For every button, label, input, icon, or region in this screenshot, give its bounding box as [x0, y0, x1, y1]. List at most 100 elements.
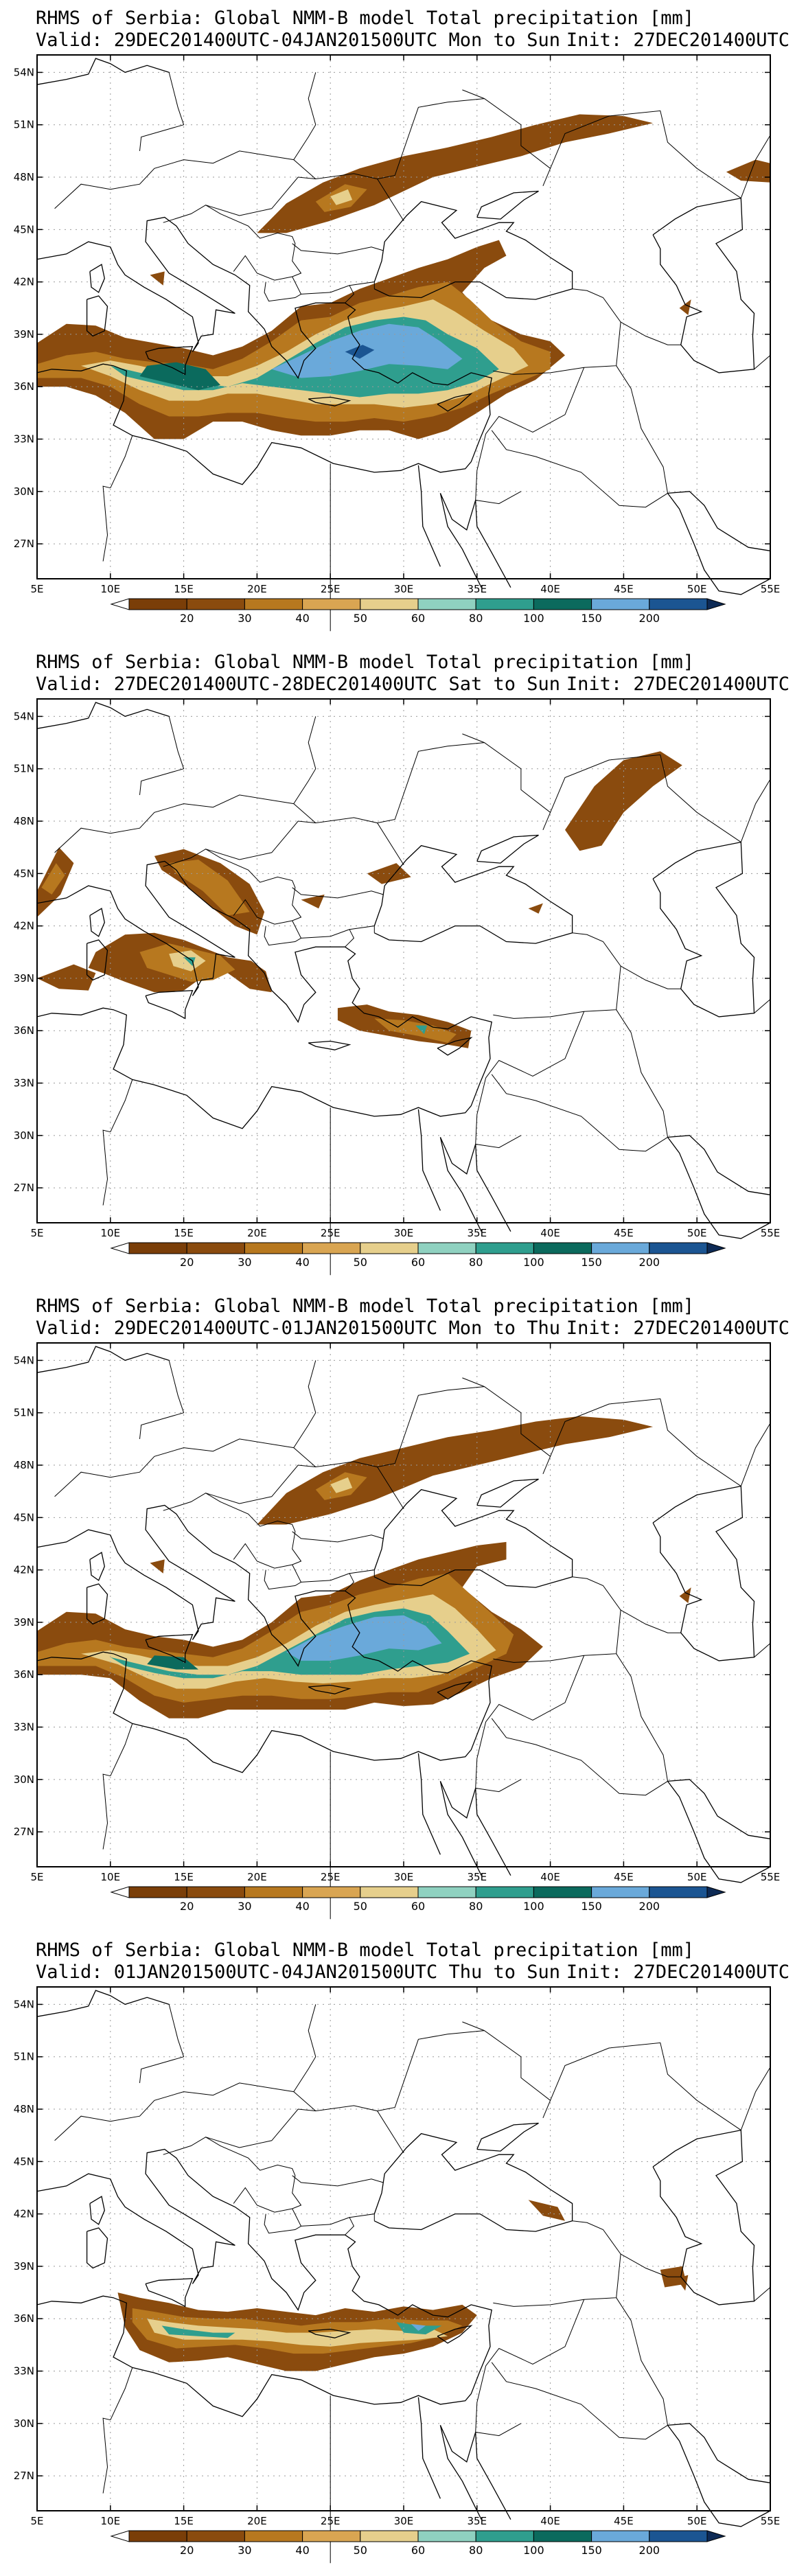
country-border	[485, 1011, 585, 1079]
country-border	[620, 965, 681, 989]
coastline	[437, 1681, 473, 1700]
lon-tick-label: 50E	[687, 1871, 707, 1883]
coastline	[86, 2227, 108, 2269]
coastline	[36, 58, 170, 85]
lon-tick-label: 40E	[540, 2515, 560, 2527]
lat-tick-label: 27N	[14, 1182, 34, 1194]
country-border	[550, 2042, 741, 2131]
lon-tick-label: 5E	[30, 583, 43, 595]
coastline	[667, 493, 771, 595]
coastline	[439, 1781, 511, 1876]
colorbar-label: 200	[639, 2544, 660, 2557]
graticule	[37, 1343, 770, 1867]
lat-tick-label: 39N	[14, 972, 34, 985]
precipitation-shading	[37, 1416, 691, 1718]
coastlines	[36, 1990, 771, 2527]
precip-area-c20	[301, 894, 325, 909]
lon-tick-label: 45E	[614, 1227, 634, 1239]
country-border	[54, 2082, 404, 2153]
colorbar-label: 150	[581, 1900, 602, 1913]
colorbar-segment	[475, 598, 534, 610]
colorbar-label: 30	[238, 2544, 251, 2557]
coastline	[308, 396, 352, 406]
country-border	[54, 794, 404, 865]
country-border	[740, 1423, 771, 1486]
precipitation-shading	[37, 751, 682, 1048]
colorbar-label: 30	[238, 612, 251, 625]
lat-tick-label: 54N	[14, 710, 34, 722]
lat-tick-label: 51N	[14, 1407, 34, 1419]
country-border	[163, 849, 302, 925]
coastline	[373, 200, 573, 300]
coastline	[86, 939, 108, 981]
country-border	[54, 150, 404, 221]
country-border	[163, 2137, 302, 2213]
country-border	[740, 2067, 771, 2130]
axis-ticks: 5E 10E 15E 20E 25E 30E 35E 40E 45E 50E 55E 54N 51N 48…	[14, 1987, 781, 2527]
lon-tick-label: 55E	[761, 2515, 781, 2527]
lon-tick-label: 15E	[174, 1871, 194, 1883]
colorbar-segment	[649, 2530, 708, 2542]
country-border	[475, 491, 522, 505]
lat-tick-label: 39N	[14, 2260, 34, 2273]
coastlines	[36, 1346, 771, 1883]
colorbar-segment	[186, 598, 245, 610]
country-border	[462, 733, 551, 830]
colorbar-label: 200	[639, 1256, 660, 1269]
precip-area-c20	[679, 299, 691, 315]
lon-tick-label: 45E	[614, 2515, 634, 2527]
colorbar: 20 30 40 50 60 80 100 150 200	[110, 1242, 726, 1269]
colorbar-segment	[533, 1886, 592, 1898]
colorbar-segment	[128, 1886, 187, 1898]
colorbar-label: 20	[180, 2544, 194, 2557]
colorbar-label: 20	[180, 1900, 194, 1913]
coastline	[308, 1684, 352, 1694]
country-border	[292, 2175, 384, 2187]
country-border	[616, 1009, 668, 1138]
lat-tick-label: 45N	[14, 2155, 34, 2167]
country-border	[205, 176, 316, 216]
country-border	[293, 2004, 316, 2092]
colorbar-low-arrow	[110, 1886, 130, 1898]
country-border	[491, 1718, 668, 1796]
country-border	[349, 2213, 375, 2221]
colorbar-segment	[244, 598, 303, 610]
country-border	[475, 1135, 522, 1149]
country-border	[110, 2367, 133, 2420]
country-border	[740, 779, 771, 842]
country-border	[292, 887, 384, 899]
country-border	[616, 1653, 668, 1782]
coastline	[439, 1137, 482, 1232]
lon-tick-label: 25E	[321, 583, 341, 595]
lon-tick-label: 35E	[468, 1227, 487, 1239]
map-panel-4: RHMS of Serbia: Global NMM-B model Total…	[0, 1932, 795, 2576]
precip-area-c30	[169, 860, 250, 916]
lon-tick-label: 40E	[540, 1227, 560, 1239]
country-border	[102, 2417, 111, 2494]
coastline	[89, 2196, 105, 2225]
precip-area-c200	[345, 345, 375, 359]
country-border	[349, 281, 375, 289]
lon-tick-label: 20E	[247, 2515, 267, 2527]
init-time: Init: 27DEC201400UTC	[566, 1318, 790, 1339]
colorbar-label: 80	[469, 612, 483, 625]
lon-tick-label: 50E	[687, 2515, 707, 2527]
colorbar-label: 150	[581, 612, 602, 625]
colorbar-segment	[591, 1886, 650, 1898]
precip-area-c20	[676, 2275, 689, 2291]
lon-tick-label: 5E	[30, 1227, 43, 1239]
colorbar-segment	[417, 1886, 476, 1898]
lat-tick-label: 48N	[14, 1459, 34, 1471]
lon-tick-label: 15E	[174, 2515, 194, 2527]
lon-tick-label: 50E	[687, 1227, 707, 1239]
lon-tick-label: 40E	[540, 1871, 560, 1883]
coastline	[417, 2397, 441, 2499]
country-border	[754, 1643, 771, 1658]
coastline	[36, 1504, 492, 1773]
lon-tick-label: 30E	[394, 1871, 414, 1883]
coastline	[36, 1346, 170, 1373]
country-border	[620, 1609, 681, 1633]
country-border	[740, 135, 771, 198]
country-border	[462, 2021, 551, 2118]
panel-title: RHMS of Serbia: Global NMM-B model Total…	[36, 1940, 695, 1961]
